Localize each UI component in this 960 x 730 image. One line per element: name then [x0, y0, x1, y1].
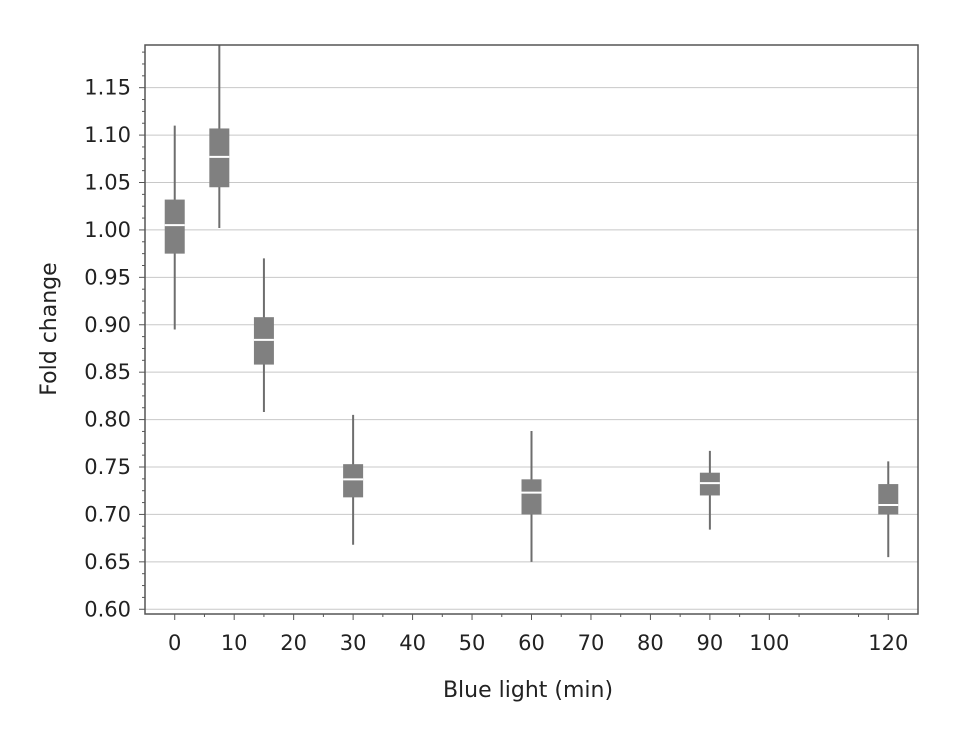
box-body [164, 199, 185, 254]
box-series [164, 45, 899, 562]
box-item [164, 125, 185, 330]
y-tick-label: 0.65 [84, 550, 131, 574]
y-tick-label: 0.85 [84, 360, 131, 384]
y-tick-label: 0.75 [84, 455, 131, 479]
y-axis: 0.60 0.65 0.70 0.75 0.80 0.85 0.90 0.95 1.00 1.05… [84, 51, 145, 621]
box-body [343, 464, 364, 498]
x-tick-label: 50 [459, 631, 486, 655]
y-tick-label: 1.05 [84, 171, 131, 195]
box-item [878, 461, 899, 558]
y-tick-label: 1.00 [84, 218, 131, 242]
x-tick-label: 20 [280, 631, 307, 655]
box-item [209, 45, 230, 229]
y-tick-label: 0.95 [84, 265, 131, 289]
box-item [343, 414, 364, 545]
box-body [878, 484, 899, 515]
x-axis: 0 10 20 30 40 50 60 70 80 90 100 120 [168, 614, 908, 655]
x-tick-label: 100 [749, 631, 789, 655]
y-tick-label: 0.80 [84, 408, 131, 432]
x-tick-label: 0 [168, 631, 181, 655]
box-item [253, 258, 274, 413]
x-tick-label: 120 [868, 631, 908, 655]
x-tick-label: 70 [578, 631, 605, 655]
x-axis-label: Blue light (min) [443, 678, 613, 703]
x-tick-label: 40 [399, 631, 426, 655]
y-tick-label: 0.70 [84, 502, 131, 526]
box-item [699, 450, 720, 530]
y-tick-label: 1.15 [84, 76, 131, 100]
box-item [521, 430, 542, 562]
y-tick-label: 1.10 [84, 123, 131, 147]
x-tick-label: 90 [697, 631, 724, 655]
y-axis-label: Fold change [37, 262, 62, 395]
x-tick-label: 30 [340, 631, 367, 655]
x-tick-label: 10 [221, 631, 248, 655]
box-body [521, 479, 542, 515]
x-tick-label: 80 [637, 631, 664, 655]
y-tick-label: 0.90 [84, 313, 131, 337]
x-tick-label: 60 [518, 631, 545, 655]
y-tick-label: 0.60 [84, 597, 131, 621]
